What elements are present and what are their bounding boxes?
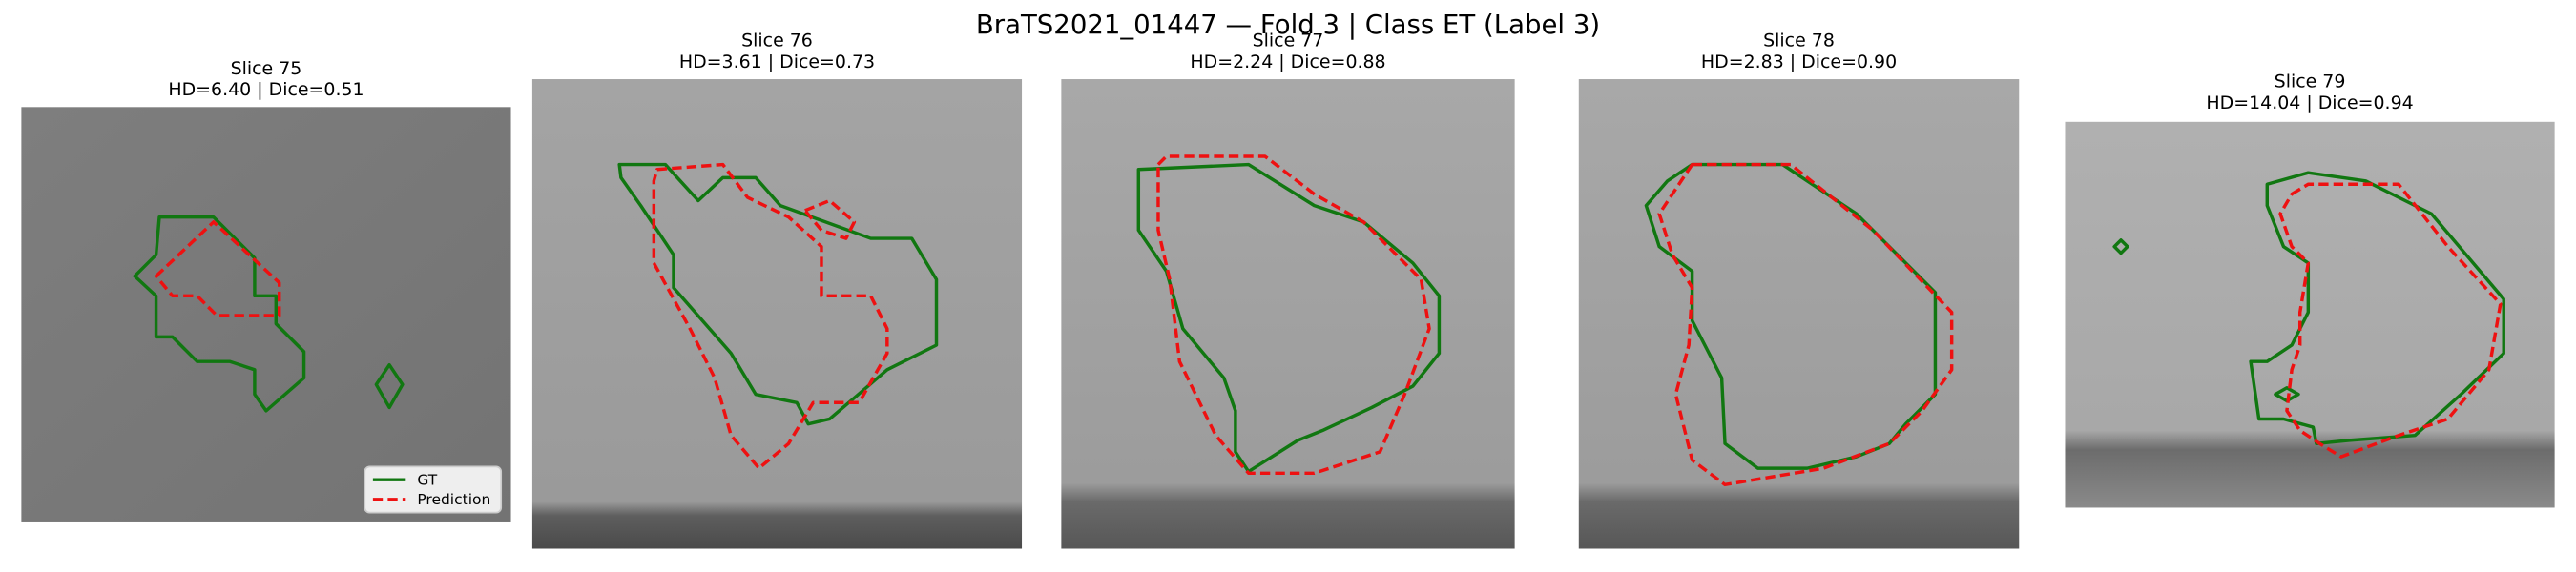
panel-metrics: HD=3.61 | Dice=0.73 bbox=[679, 51, 875, 72]
slice-image bbox=[1578, 79, 2020, 549]
prediction-contour bbox=[652, 162, 889, 470]
gt-contour bbox=[2112, 238, 2129, 255]
panel-metrics: HD=14.04 | Dice=0.94 bbox=[2206, 92, 2413, 113]
slice-image bbox=[2065, 121, 2555, 508]
legend-label: GT bbox=[417, 471, 437, 488]
panel-title: Slice 76 bbox=[741, 31, 813, 51]
panel-title: Slice 75 bbox=[231, 58, 302, 79]
panel-metrics: HD=2.24 | Dice=0.88 bbox=[1190, 51, 1385, 72]
panel-metrics: HD=2.83 | Dice=0.90 bbox=[1701, 51, 1897, 72]
prediction-contour bbox=[2278, 182, 2503, 459]
figure-title: BraTS2021_01447 — Fold 3 | Class ET (Lab… bbox=[976, 10, 1600, 40]
slice-image bbox=[531, 79, 1023, 549]
panel-title: Slice 79 bbox=[2275, 72, 2346, 92]
slice-image bbox=[1061, 79, 1515, 549]
prediction-contour bbox=[803, 198, 857, 240]
prediction-contour bbox=[1657, 162, 1954, 487]
gt-contour bbox=[374, 362, 405, 410]
panel-title: Slice 78 bbox=[1763, 31, 1835, 51]
prediction-contour bbox=[1156, 154, 1431, 476]
prediction-contour bbox=[154, 220, 281, 317]
gt-contour bbox=[2249, 171, 2505, 446]
gt-contour bbox=[2274, 386, 2300, 403]
legend: GT Prediction bbox=[364, 465, 503, 514]
legend-label: Prediction bbox=[417, 491, 490, 508]
gt-contour bbox=[133, 214, 306, 413]
panel-title: Slice 77 bbox=[1253, 31, 1324, 51]
panel-metrics: HD=6.40 | Dice=0.51 bbox=[168, 79, 364, 100]
gt-contour bbox=[617, 162, 939, 426]
